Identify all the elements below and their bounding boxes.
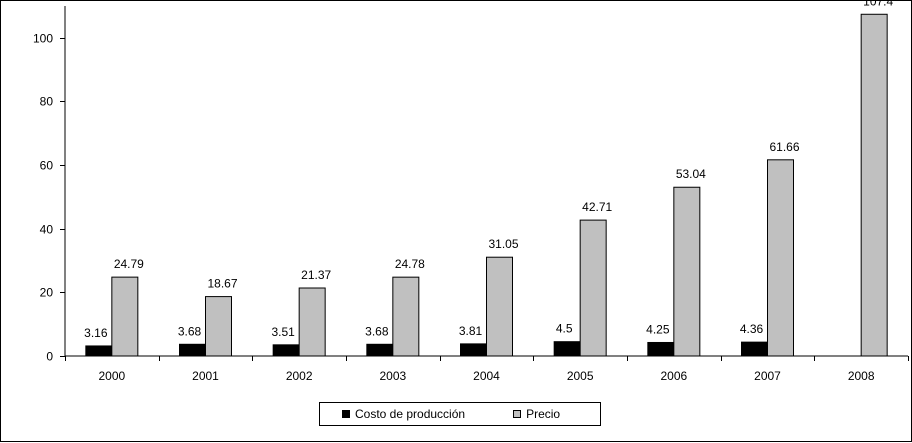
data-label-precio-2008: 107.4	[863, 1, 893, 8]
legend-swatch-precio	[513, 410, 522, 418]
data-label-costo-2006: 4.25	[646, 322, 670, 336]
bar-precio-2007	[767, 159, 794, 357]
y-tick-label-60: 60	[40, 159, 54, 173]
bar-precio-2002	[298, 287, 326, 357]
x-tick-label-2008: 2008	[848, 369, 875, 383]
bar-costo-2006	[647, 341, 675, 357]
bar-costo-2007	[741, 341, 768, 357]
legend: Costo de producción Precio	[319, 402, 601, 426]
data-label-precio-2007: 61.66	[769, 140, 799, 154]
bar-precio-2008	[860, 13, 888, 357]
y-tick-label-80: 80	[40, 95, 54, 109]
legend-swatch-costo	[342, 410, 350, 418]
x-tick-label-2004: 2004	[473, 369, 500, 383]
bar-costo-2001	[179, 343, 206, 357]
bar-precio-2004	[486, 256, 513, 357]
x-tick-label-2007: 2007	[754, 369, 781, 383]
x-tick-label-2000: 2000	[98, 369, 125, 383]
y-tick-label-20: 20	[40, 286, 54, 300]
x-tick-label-2005: 2005	[567, 369, 594, 383]
legend-label-costo: Costo de producción	[355, 407, 466, 421]
x-tick-label-2006: 2006	[660, 369, 687, 383]
y-tick-label-40: 40	[40, 223, 54, 237]
bar-precio-2005	[579, 219, 607, 357]
data-label-costo-2000: 3.16	[84, 326, 108, 340]
bar-costo-2005	[553, 341, 581, 357]
x-tick-label-2001: 2001	[192, 369, 219, 383]
bar-costo-2002	[272, 344, 300, 357]
data-label-precio-2001: 18.67	[207, 277, 237, 291]
data-label-costo-2001: 3.68	[178, 324, 202, 338]
bar-costo-2003	[366, 343, 394, 357]
data-label-costo-2005: 4.5	[556, 322, 573, 336]
x-tick-label-2003: 2003	[379, 369, 406, 383]
data-label-precio-2003: 24.78	[395, 257, 425, 271]
x-tick-label-2002: 2002	[286, 369, 313, 383]
data-label-precio-2004: 31.05	[488, 237, 518, 251]
data-label-costo-2003: 3.68	[365, 324, 389, 338]
legend-item-costo: Costo de producción	[342, 407, 465, 421]
y-tick-label-0: 0	[46, 350, 53, 364]
bar-precio-2003	[392, 276, 420, 357]
y-tick-label-100: 100	[33, 32, 53, 46]
data-label-costo-2007: 4.36	[740, 322, 764, 336]
data-label-costo-2002: 3.51	[271, 325, 295, 339]
bar-precio-2001	[205, 296, 232, 357]
legend-item-precio: Precio	[513, 407, 560, 421]
bar-costo-2004	[460, 343, 487, 357]
data-label-costo-2004: 3.81	[459, 324, 483, 338]
bar-precio-2006	[673, 186, 701, 357]
data-label-precio-2005: 42.71	[582, 200, 612, 214]
bar-precio-2000	[111, 276, 139, 357]
bar-costo-2000	[85, 345, 113, 357]
data-label-precio-2006: 53.04	[676, 167, 706, 181]
data-label-precio-2000: 24.79	[114, 257, 144, 271]
data-label-precio-2002: 21.37	[301, 268, 331, 282]
legend-label-precio: Precio	[526, 407, 561, 421]
